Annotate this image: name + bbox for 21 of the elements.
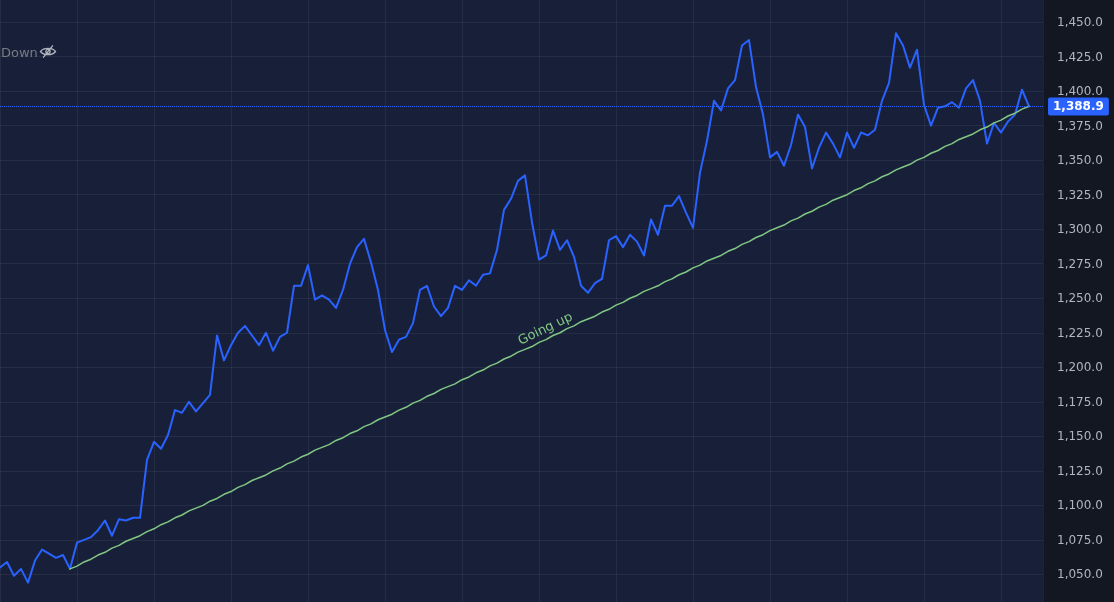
y-tick-label: 1,200.0 [1057,360,1103,375]
y-tick-label: 1,075.0 [1057,532,1103,547]
y-tick-label: 1,175.0 [1057,394,1103,409]
y-tick-label: 1,050.0 [1057,567,1103,582]
y-tick-label: 1,225.0 [1057,325,1103,340]
y-tick-label: 1,400.0 [1057,84,1103,99]
y-tick-label: 1,325.0 [1057,187,1103,202]
y-tick-label: 1,250.0 [1057,291,1103,306]
y-tick-label: 1,150.0 [1057,429,1103,444]
y-tick-label: 1,350.0 [1057,153,1103,168]
annotation: Down [1,44,38,60]
y-tick-label: 1,375.0 [1057,118,1103,133]
y-tick-label: 1,450.0 [1057,15,1103,30]
y-tick-label: 1,300.0 [1057,222,1103,237]
y-tick-label: 1,425.0 [1057,49,1103,64]
ref-line-label: 1,388.9 [1053,99,1104,114]
text: Going up [515,308,575,348]
y-tick-label: 1,100.0 [1057,498,1103,513]
y-tick-label: 1,125.0 [1057,463,1103,478]
line-series [69,105,1030,570]
y-tick-label: 1,275.0 [1057,256,1103,271]
